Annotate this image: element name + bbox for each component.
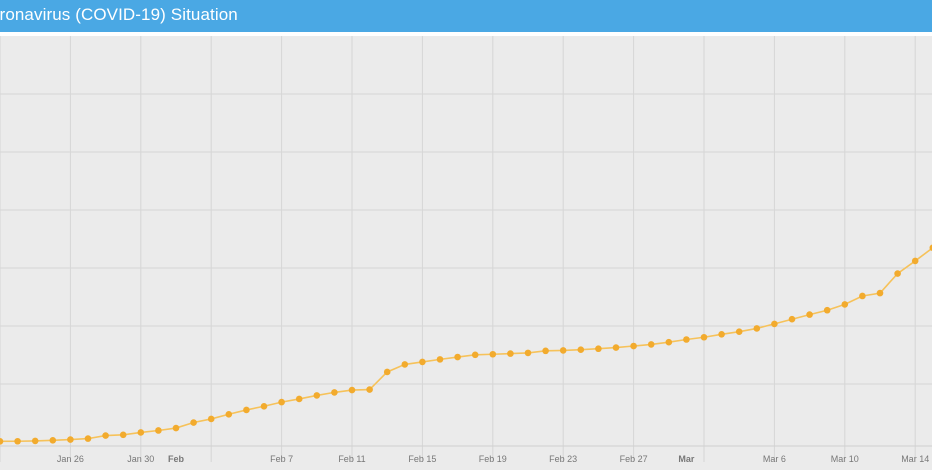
data-point bbox=[331, 389, 338, 396]
data-point bbox=[0, 438, 4, 445]
data-point bbox=[436, 356, 444, 363]
data-point bbox=[788, 315, 796, 323]
title-bar: oronavirus (COVID-19) Situation bbox=[0, 0, 932, 32]
data-point bbox=[489, 350, 497, 358]
data-point bbox=[859, 292, 866, 300]
x-tick-label: Mar bbox=[678, 454, 695, 464]
data-point bbox=[348, 386, 356, 394]
data-point bbox=[559, 347, 567, 354]
data-point bbox=[260, 402, 268, 410]
data-point bbox=[577, 346, 585, 354]
data-point bbox=[595, 345, 602, 353]
data-point bbox=[700, 333, 708, 341]
data-point bbox=[419, 358, 426, 366]
x-axis-ticks: Jan 26 Jan 30 Feb Feb 7 Feb 11 Feb 15 Feb 19 Fe… bbox=[57, 454, 929, 464]
data-point bbox=[929, 244, 932, 251]
data-point bbox=[718, 331, 725, 338]
data-point bbox=[102, 432, 109, 439]
data-point bbox=[753, 325, 761, 332]
data-point bbox=[735, 328, 743, 335]
data-point bbox=[278, 398, 285, 406]
data-point bbox=[137, 429, 145, 436]
data-point bbox=[841, 301, 849, 308]
data-point bbox=[876, 289, 884, 297]
data-point bbox=[524, 349, 532, 357]
data-point bbox=[383, 368, 391, 376]
x-tick-label: Jan 26 bbox=[57, 454, 84, 464]
data-point bbox=[454, 353, 461, 361]
x-tick-label: Feb 27 bbox=[620, 454, 648, 464]
page-title: oronavirus (COVID-19) Situation bbox=[0, 5, 238, 24]
x-tick-label: Mar 6 bbox=[763, 454, 786, 464]
x-tick-label: Feb 23 bbox=[549, 454, 577, 464]
data-point bbox=[49, 437, 57, 444]
data-point bbox=[313, 392, 321, 399]
data-point bbox=[771, 320, 778, 328]
data-point bbox=[401, 361, 409, 368]
x-tick-label: Feb 19 bbox=[479, 454, 507, 464]
data-point bbox=[119, 431, 127, 439]
grid bbox=[0, 36, 932, 462]
data-point bbox=[225, 410, 233, 418]
data-point bbox=[366, 386, 373, 393]
data-point bbox=[630, 342, 637, 350]
data-point bbox=[243, 406, 250, 414]
data-point bbox=[190, 419, 197, 426]
data-point bbox=[31, 437, 39, 445]
x-tick-label: Feb bbox=[168, 454, 185, 464]
data-point bbox=[823, 306, 831, 314]
x-tick-label: Feb 7 bbox=[270, 454, 293, 464]
data-point bbox=[683, 336, 690, 343]
data-point bbox=[894, 270, 901, 277]
data-point bbox=[647, 341, 655, 348]
x-tick-label: Jan 30 bbox=[127, 454, 154, 464]
data-point bbox=[542, 347, 549, 355]
data-point bbox=[612, 344, 620, 351]
data-point bbox=[507, 350, 514, 357]
data-point bbox=[911, 257, 919, 265]
data-point bbox=[471, 351, 479, 359]
data-point bbox=[14, 437, 21, 445]
x-tick-label: Feb 15 bbox=[408, 454, 436, 464]
data-point bbox=[67, 436, 74, 443]
data-point bbox=[207, 415, 215, 423]
chart-area: Jan 26 Jan 30 Feb Feb 7 Feb 11 Feb 15 Feb 19 Fe… bbox=[0, 36, 932, 470]
x-tick-label: Mar 10 bbox=[831, 454, 859, 464]
data-point bbox=[806, 311, 813, 318]
x-tick-label: Feb 11 bbox=[338, 454, 365, 464]
data-point bbox=[172, 424, 180, 432]
data-point bbox=[84, 435, 92, 442]
data-points bbox=[0, 244, 932, 445]
cases-line-chart: Jan 26 Jan 30 Feb Feb 7 Feb 11 Feb 15 Feb 19 Fe… bbox=[0, 36, 932, 464]
data-point bbox=[665, 338, 673, 346]
data-point bbox=[155, 427, 162, 434]
x-tick-label: Mar 14 bbox=[901, 454, 929, 464]
data-point bbox=[295, 395, 303, 403]
